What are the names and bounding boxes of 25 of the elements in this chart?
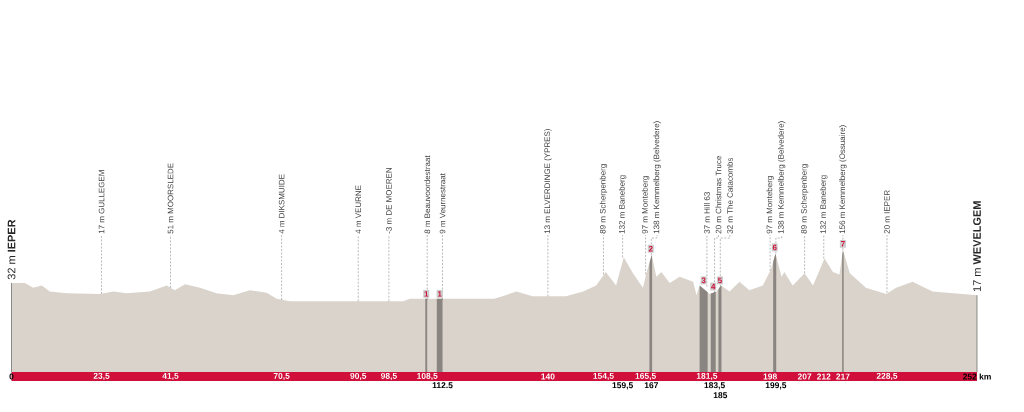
x-tick-label: 252 km [962, 373, 991, 380]
x-tick-label: 165,5 [635, 372, 656, 381]
x-tick-label: 108,5 [417, 372, 438, 381]
annotation: 17 m WEVELGEM [973, 201, 981, 292]
x-tick-label: 23,5 [93, 372, 110, 381]
x-tick-label: 207 [797, 373, 812, 380]
x-tick-label: 70,5 [273, 372, 290, 381]
x-tick-label: 154,5 [593, 372, 614, 381]
x-tick-label: 90,5 [350, 372, 367, 381]
x-tick-label: 41,5 [162, 372, 179, 381]
x-tick-label: 198 [763, 373, 777, 380]
x-tick-label: 228,5 [876, 372, 898, 381]
x-tick-label: 98,5 [380, 372, 397, 381]
x-tick-label: 181,5 [696, 372, 718, 381]
annotation: 167 [644, 382, 659, 389]
annotation: 199,5 [765, 382, 787, 390]
annotation: 112.5 [432, 382, 453, 389]
annotation: 159,5 [612, 382, 633, 390]
x-tick-label: 140 [541, 373, 555, 380]
annotation: 32 m IEPER [7, 219, 16, 280]
x-tick-label: 217 [836, 373, 850, 380]
annotation: 183,5 [704, 382, 725, 390]
x-tick-label: 0 [9, 373, 14, 380]
annotation: 185 [713, 392, 728, 399]
x-tick-label: 212 [816, 373, 831, 380]
